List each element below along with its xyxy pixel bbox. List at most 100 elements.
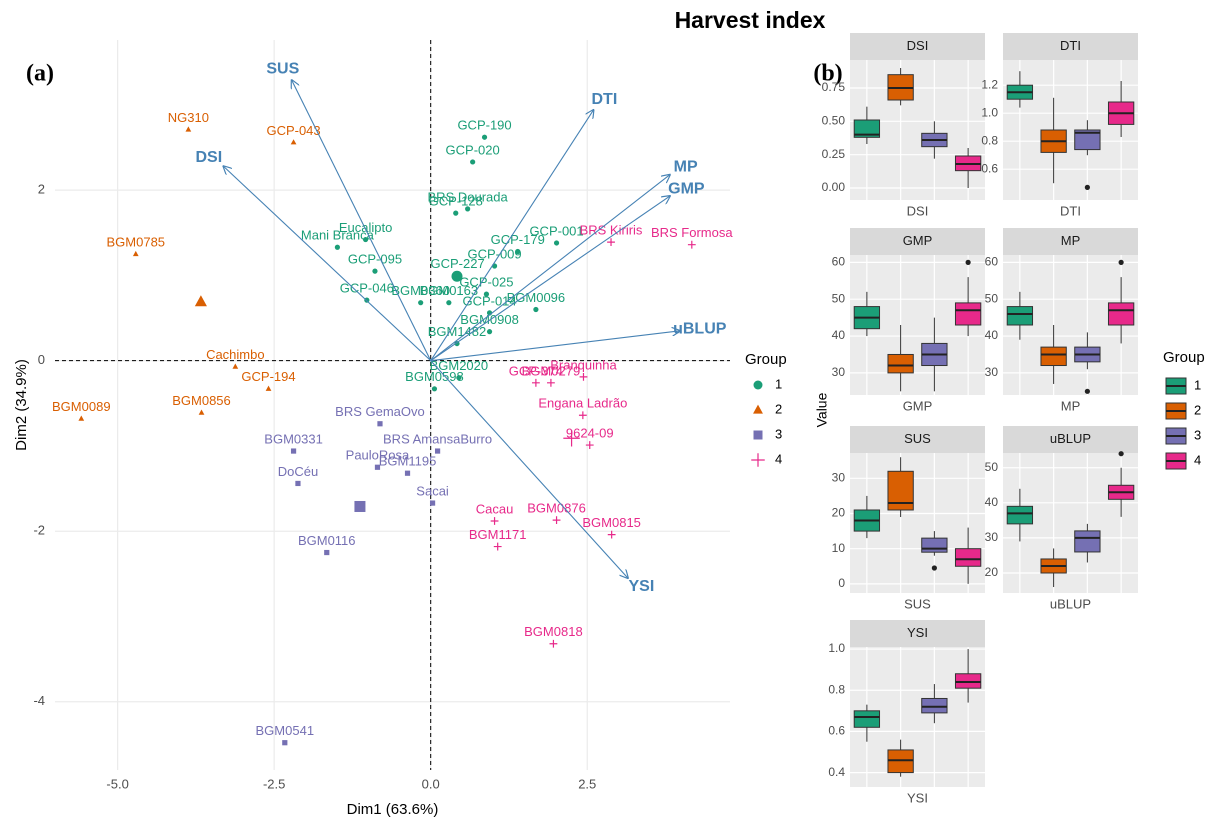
y-tick-label: 0.00	[822, 180, 846, 194]
point	[324, 549, 330, 556]
y-tick-label: 0.4	[828, 765, 845, 779]
facet-strip	[1003, 426, 1138, 453]
legend-label: 4	[775, 451, 782, 466]
outlier	[1118, 259, 1124, 265]
y-tick-label: 0.8	[828, 682, 845, 696]
point-label: GCP-179	[491, 232, 545, 247]
point-label: BGM0360	[391, 283, 450, 298]
x-axis-title: uBLUP	[1050, 596, 1091, 611]
facet-title: SUS	[904, 431, 931, 446]
y-tick-label: -2	[33, 523, 45, 538]
centroid	[354, 500, 366, 512]
point	[185, 126, 192, 132]
point	[377, 421, 383, 427]
y-tick-label: 0.6	[981, 161, 998, 175]
y-tick-label: 50	[832, 291, 846, 305]
y-tick-label: 20	[985, 565, 999, 579]
panel-label: (a)	[26, 61, 54, 87]
legend-key	[751, 453, 765, 467]
point-label: GCP-009	[467, 246, 521, 261]
box	[1040, 346, 1067, 367]
point-label: 9624-09	[566, 426, 614, 441]
point-label: GCP-227	[431, 256, 485, 271]
y-tick-label: 1.2	[981, 77, 998, 91]
point	[607, 238, 615, 247]
y-tick-label: 2	[38, 182, 45, 197]
box	[1074, 129, 1101, 151]
x-axis-title: YSI	[907, 790, 928, 805]
point	[295, 480, 301, 487]
point	[578, 411, 587, 420]
facet-strip	[850, 228, 985, 255]
arrow-label: DSI	[196, 149, 223, 166]
point-label: GCP-020	[446, 142, 500, 157]
arrow-label: DTI	[591, 91, 617, 108]
y-tick-label: 0.6	[828, 724, 845, 738]
y-tick-label: 0.8	[981, 133, 998, 147]
point	[418, 300, 424, 306]
point-label: Cachimbo	[206, 347, 265, 362]
loading-arrow	[430, 331, 680, 362]
y-tick-label: -4	[33, 693, 45, 708]
point-label: Eucalipto	[339, 220, 392, 235]
facet-strip	[1003, 228, 1138, 255]
legend-key	[753, 404, 763, 414]
arrow-label: YSI	[628, 578, 654, 595]
point	[372, 268, 378, 274]
point-label: GCP-025	[459, 275, 513, 290]
point-label: BGM2020	[430, 358, 489, 373]
facet-strip	[1003, 33, 1138, 60]
point-label: BRS AmansaBurro	[383, 431, 492, 446]
point	[290, 139, 297, 145]
point-label: NG310	[168, 110, 209, 125]
point	[531, 378, 540, 387]
point-label: BGM0598	[405, 369, 464, 384]
point-label: BGM0089	[52, 399, 111, 414]
box	[921, 537, 948, 553]
point-label: BGM1171	[469, 527, 527, 542]
x-axis-title: SUS	[904, 596, 931, 611]
outlier	[1084, 388, 1090, 394]
arrow-label: SUS	[266, 61, 299, 78]
facet-title: uBLUP	[1050, 431, 1091, 446]
box	[1006, 505, 1034, 525]
point	[490, 517, 499, 525]
point-label: BGM0116	[298, 533, 356, 548]
y-tick-label: 0	[38, 352, 45, 367]
box	[1006, 306, 1034, 326]
outlier	[1118, 451, 1124, 457]
point-label: BGM0818	[524, 624, 583, 639]
point-label: BGM0331	[264, 431, 323, 446]
point	[687, 240, 696, 249]
loading-arrow	[430, 175, 670, 362]
point	[290, 448, 297, 454]
point	[552, 516, 561, 525]
outlier	[965, 259, 971, 265]
point-label: Branquinha	[550, 357, 617, 372]
x-tick-label: -5.0	[106, 776, 128, 791]
point-label: BGM0856	[172, 393, 231, 408]
x-axis-title: MP	[1061, 398, 1081, 413]
point	[579, 372, 588, 381]
point	[465, 206, 471, 212]
point-label: GCP-095	[348, 252, 402, 267]
x-tick-label: -2.5	[263, 776, 285, 791]
y-tick-label: 30	[985, 530, 999, 544]
point-label: BGM0815	[582, 515, 641, 530]
arrow-label: MP	[674, 159, 698, 176]
point	[515, 248, 521, 255]
y-tick-label: 60	[985, 255, 999, 269]
point-label: GCP-190	[457, 118, 511, 133]
point-label: BGM0163	[420, 283, 479, 298]
outlier	[1084, 184, 1090, 190]
y-tick-label: 50	[985, 460, 999, 474]
y-tick-label: 30	[832, 365, 846, 379]
legend-key	[753, 380, 763, 390]
y-tick-label: 0.75	[822, 80, 846, 94]
point	[493, 542, 502, 551]
point	[434, 448, 441, 454]
x-tick-label: 2.5	[578, 776, 596, 791]
box	[887, 470, 914, 511]
y-tick-label: 40	[985, 495, 999, 509]
point	[533, 306, 539, 313]
